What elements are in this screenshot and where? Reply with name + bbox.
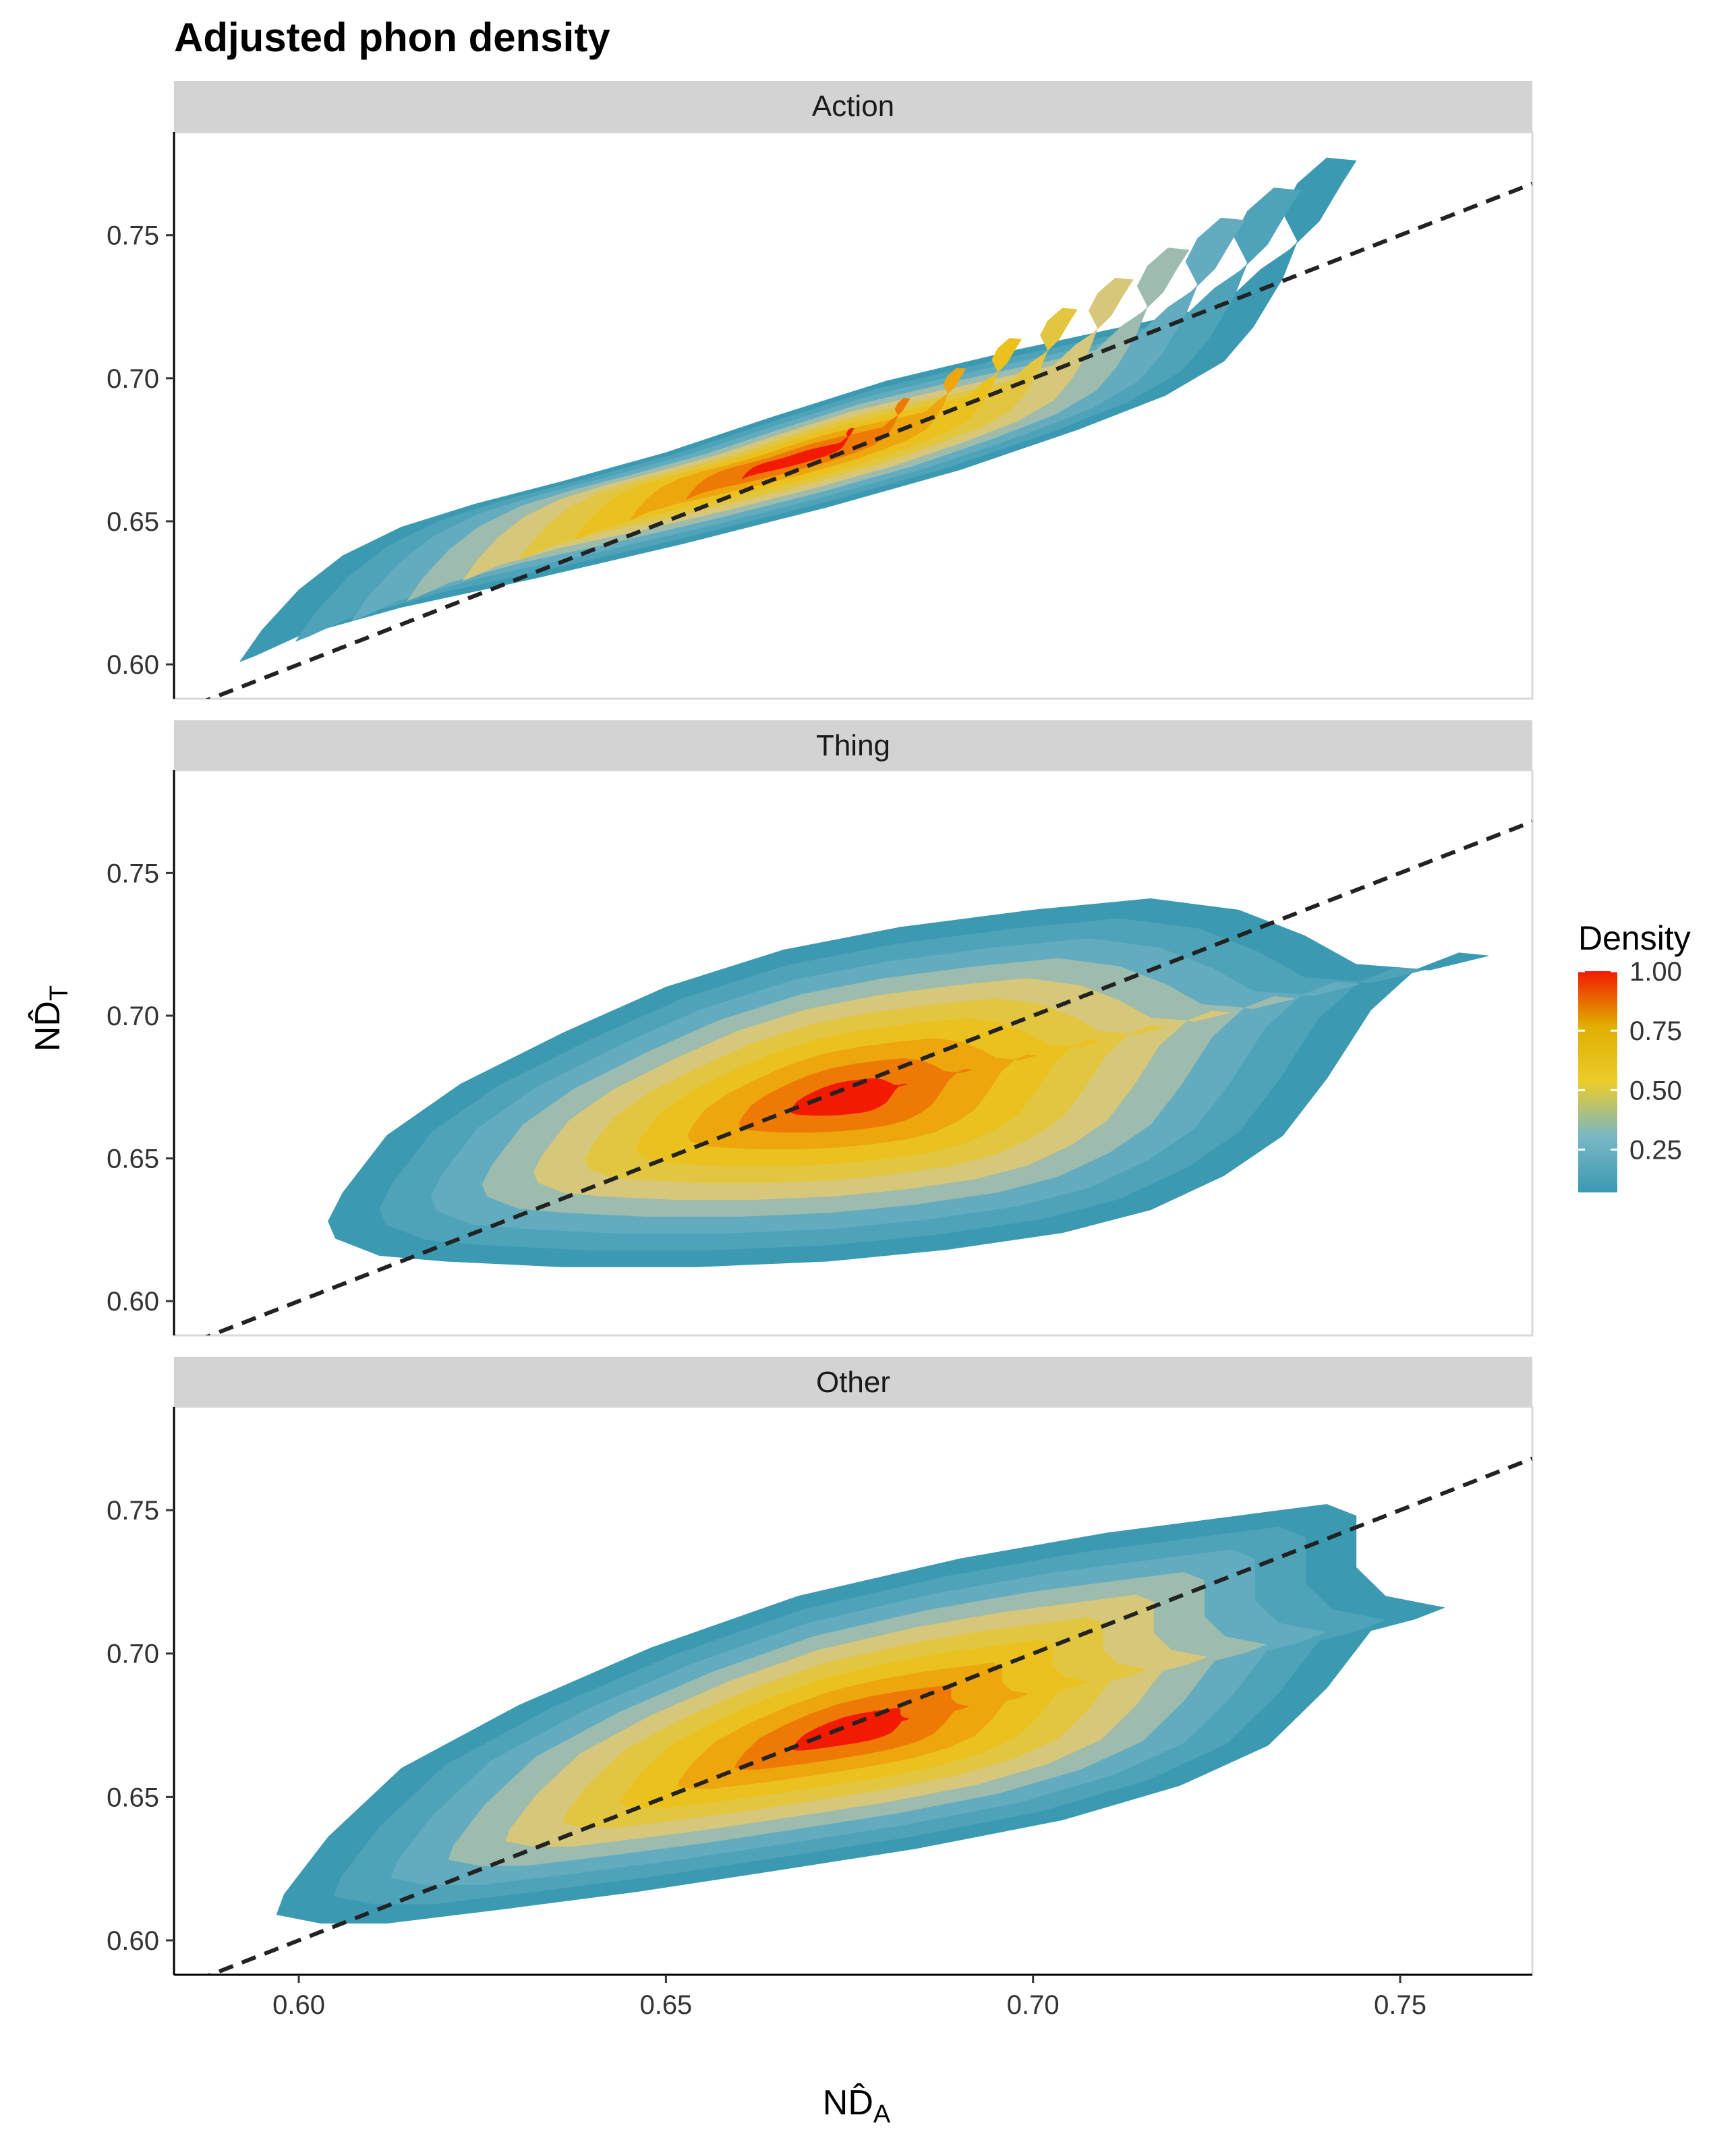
y-tick-label: 0.75	[107, 1496, 159, 1526]
y-axis-title-subscript: T	[45, 985, 74, 1001]
legend-tick-label: 0.50	[1629, 1076, 1682, 1105]
density-contours	[239, 157, 1357, 662]
facet-strip-label: Other	[816, 1366, 890, 1399]
y-tick-label: 0.70	[107, 364, 159, 394]
y-tick-label: 0.60	[107, 650, 159, 680]
density-band-100	[790, 1078, 907, 1116]
chart-title: Adjusted phon density	[174, 15, 610, 60]
facet-panel-action: Action 0.60 0.65 0.70 0.75	[107, 81, 1534, 700]
legend: Density 0.25 0.50 0.75 1.00	[1578, 919, 1691, 1192]
y-tick-label: 0.75	[107, 859, 159, 888]
density-band-100	[742, 428, 855, 480]
x-axis-title-subscript: A	[873, 2100, 891, 2129]
identity-reference-line	[205, 1456, 1532, 1975]
legend-ticks: 0.25 0.50 0.75 1.00	[1578, 957, 1682, 1165]
facet-strip	[174, 81, 1532, 132]
y-tick-label: 0.60	[107, 1926, 159, 1956]
legend-tick-label: 0.75	[1629, 1016, 1682, 1046]
x-axis-title: ND̂A	[823, 2082, 891, 2129]
facet-strip-label: Thing	[816, 729, 890, 762]
facet-strip	[174, 720, 1532, 770]
facet-panel-other: Other 0.60 0.65 0.70 0.75 0.60 0.65 0.70 0.75	[107, 1357, 1534, 2020]
identity-reference-line	[205, 819, 1532, 1335]
x-tick-label: 0.65	[639, 1990, 692, 2020]
x-tick-label: 0.75	[1374, 1990, 1426, 2020]
x-tick-label: 0.70	[1007, 1990, 1060, 2020]
facet-strip	[174, 1357, 1532, 1407]
y-tick-label: 0.75	[107, 221, 159, 251]
y-tick-label: 0.65	[107, 507, 159, 537]
legend-colorbar	[1578, 971, 1617, 1192]
facet-strip-label: Action	[812, 90, 894, 123]
y-axis-title-main: ND̂	[27, 1001, 67, 1051]
legend-title: Density	[1578, 919, 1691, 957]
x-axis-title-main: ND̂	[823, 2082, 873, 2122]
y-tick-label: 0.65	[107, 1145, 159, 1174]
panels-layer: Action 0.60 0.65 0.70 0.75 Thing 0.60 0.65 0.70 0…	[107, 81, 1534, 2020]
density-band-100	[792, 1708, 910, 1751]
x-tick-label: 0.60	[272, 1990, 325, 2020]
y-tick-label: 0.70	[107, 1002, 159, 1031]
y-tick-label: 0.65	[107, 1783, 159, 1812]
legend-tick-label: 0.25	[1629, 1136, 1682, 1165]
y-tick-label: 0.60	[107, 1287, 159, 1317]
legend-tick-label: 1.00	[1629, 957, 1682, 987]
identity-reference-line	[205, 181, 1532, 699]
y-axis-title: ND̂T	[27, 985, 74, 1051]
y-tick-label: 0.70	[107, 1640, 159, 1669]
facet-panel-thing: Thing 0.60 0.65 0.70 0.75	[107, 720, 1534, 1337]
